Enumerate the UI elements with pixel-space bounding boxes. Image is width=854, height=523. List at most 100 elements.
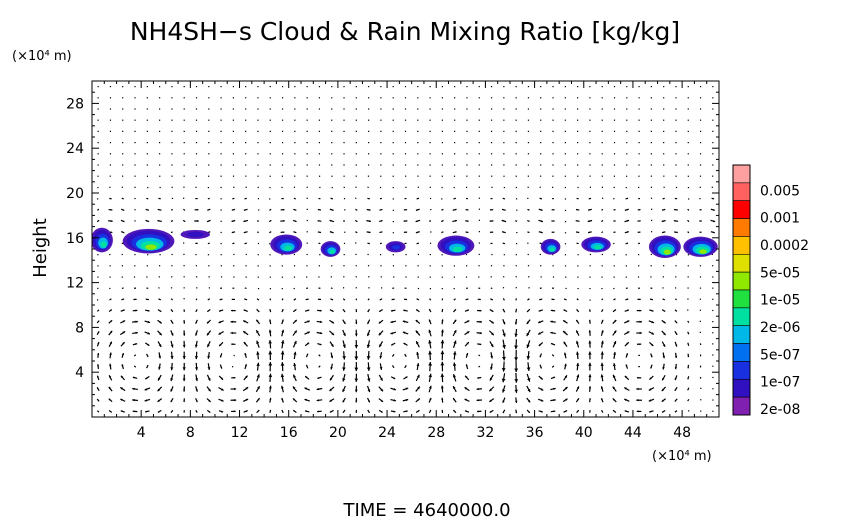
wind-vector bbox=[97, 342, 99, 346]
wind-vector bbox=[132, 321, 138, 323]
wind-vector bbox=[392, 365, 394, 367]
wind-vector bbox=[538, 220, 543, 222]
wind-vector bbox=[343, 276, 344, 277]
wind-vector bbox=[491, 108, 492, 109]
wind-vector bbox=[466, 364, 468, 369]
wind-vector bbox=[565, 108, 566, 109]
colorbar-label: 0.005 bbox=[760, 183, 800, 199]
wind-vector bbox=[184, 131, 185, 132]
wind-vector bbox=[171, 410, 173, 412]
wind-vector bbox=[552, 198, 554, 199]
wind-vector bbox=[184, 176, 185, 177]
wind-vector bbox=[404, 220, 408, 222]
wind-vector bbox=[221, 209, 222, 210]
wind-vector bbox=[98, 97, 99, 98]
wind-vector bbox=[122, 86, 123, 87]
wind-vector bbox=[256, 398, 259, 402]
wind-vector bbox=[602, 97, 603, 98]
wind-vector bbox=[306, 276, 307, 277]
wind-vector bbox=[491, 254, 492, 255]
wind-vector bbox=[270, 142, 271, 143]
wind-vector bbox=[147, 365, 149, 368]
wind-vector bbox=[516, 164, 517, 165]
x-tick-label: 24 bbox=[378, 425, 396, 441]
wind-vector bbox=[625, 410, 629, 412]
wind-vector bbox=[133, 310, 138, 312]
wind-vector bbox=[184, 142, 185, 143]
wind-vector bbox=[577, 176, 578, 177]
wind-vector bbox=[120, 321, 125, 323]
wind-vector bbox=[282, 131, 283, 132]
wind-vector bbox=[221, 243, 222, 244]
wind-vector bbox=[196, 86, 197, 87]
wind-vector bbox=[429, 131, 430, 132]
wind-vector bbox=[270, 97, 271, 98]
wind-vector bbox=[158, 198, 160, 199]
wind-vector bbox=[503, 319, 505, 324]
wind-vector bbox=[257, 309, 260, 312]
wind-vector bbox=[220, 131, 221, 132]
wind-vector bbox=[453, 209, 457, 211]
wind-vector bbox=[405, 276, 406, 277]
wind-vector bbox=[441, 209, 443, 210]
wind-vector bbox=[638, 243, 640, 244]
wind-vector bbox=[465, 410, 469, 412]
wind-vector bbox=[393, 232, 394, 233]
wind-vector bbox=[208, 120, 209, 121]
wind-vector bbox=[368, 120, 369, 121]
wind-vector bbox=[465, 387, 470, 390]
wind-vector bbox=[675, 364, 677, 369]
wind-vector bbox=[145, 376, 149, 379]
wind-vector bbox=[416, 363, 419, 370]
wind-vector bbox=[257, 131, 258, 132]
wind-vector bbox=[356, 309, 357, 312]
wind-vector bbox=[380, 187, 381, 188]
wind-vector bbox=[675, 320, 677, 323]
wind-vector bbox=[712, 310, 713, 311]
wind-vector bbox=[676, 187, 677, 188]
wind-vector bbox=[601, 320, 603, 324]
wind-vector bbox=[121, 299, 124, 300]
wind-vector bbox=[502, 362, 506, 372]
wind-vector bbox=[97, 288, 98, 289]
wind-vector bbox=[688, 232, 689, 233]
wind-vector bbox=[416, 352, 419, 359]
wind-vector bbox=[614, 131, 615, 132]
wind-vector bbox=[171, 131, 172, 132]
wind-vector bbox=[442, 277, 443, 278]
wind-vector bbox=[638, 142, 639, 143]
wind-vector bbox=[651, 353, 653, 357]
wind-vector bbox=[712, 411, 713, 412]
wind-vector bbox=[663, 353, 665, 359]
wind-vector bbox=[282, 120, 283, 121]
wind-vector bbox=[368, 299, 369, 301]
wind-vector bbox=[343, 265, 344, 266]
wind-vector bbox=[577, 410, 579, 412]
wind-vector bbox=[147, 142, 148, 143]
wind-vector bbox=[588, 209, 592, 211]
wind-vector bbox=[221, 276, 222, 277]
wind-vector bbox=[307, 153, 308, 154]
wind-vector bbox=[147, 86, 148, 87]
wind-vector bbox=[527, 340, 530, 348]
wind-vector bbox=[208, 265, 209, 266]
wind-vector bbox=[343, 176, 344, 177]
wind-vector bbox=[466, 164, 467, 165]
wind-vector bbox=[356, 120, 357, 121]
wind-vector bbox=[390, 332, 395, 334]
wind-vector bbox=[146, 299, 149, 300]
wind-vector bbox=[489, 387, 493, 391]
wind-vector bbox=[245, 176, 246, 177]
wind-vector bbox=[368, 131, 369, 132]
wind-vector bbox=[663, 131, 664, 132]
wind-vector bbox=[331, 131, 332, 132]
wind-vector bbox=[479, 164, 480, 165]
wind-vector bbox=[576, 330, 579, 335]
wind-vector bbox=[676, 176, 677, 177]
wind-vector bbox=[466, 209, 469, 210]
wind-vector bbox=[552, 164, 553, 165]
wind-vector bbox=[688, 254, 689, 255]
wind-vector bbox=[625, 231, 629, 233]
wind-vector bbox=[145, 310, 149, 312]
wind-vector bbox=[319, 108, 320, 109]
